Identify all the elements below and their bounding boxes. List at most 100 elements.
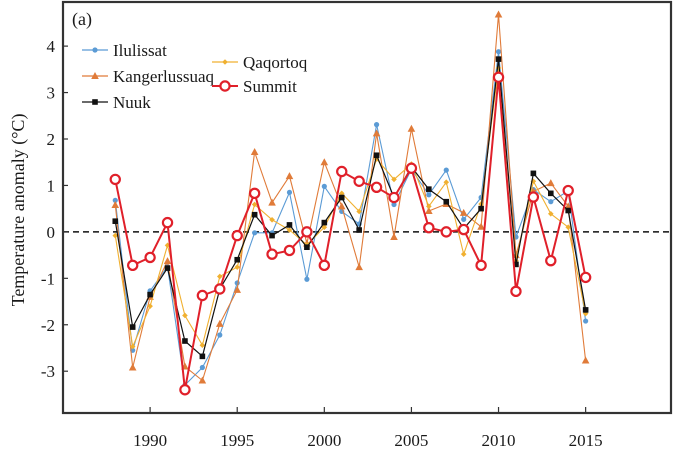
legend-item-ilulissat: Ilulissat [82, 41, 167, 60]
data-point-nuuk-2011 [513, 261, 519, 268]
series-line-summit [114, 76, 587, 391]
data-point-qaqortoq-1998 [286, 227, 293, 233]
data-point-summit-2007 [440, 226, 452, 238]
x-tick-label: 2000 [307, 431, 341, 450]
data-point-summit-2010 [492, 71, 505, 83]
data-point-qaqortoq-1990 [147, 303, 153, 309]
data-point-summit-2009 [475, 259, 487, 272]
data-point-nuuk-1999 [304, 244, 310, 251]
y-tick-label: -2 [41, 316, 55, 335]
data-point-nuuk-2003 [373, 152, 380, 159]
data-point-summit-1991 [161, 216, 174, 229]
series-qaqortoq [112, 65, 589, 350]
data-point-qaqortoq-2015 [582, 310, 589, 317]
data-point-kangerlussuaq-2013 [546, 179, 555, 187]
data-point-summit-2006 [423, 222, 435, 234]
data-point-kangerlussuaq-1998 [285, 172, 294, 180]
series-line-nuuk [114, 58, 587, 357]
data-point-qaqortoq-1994 [216, 273, 223, 280]
y-tick-label: 4 [47, 37, 56, 56]
data-point-kangerlussuaq-2008 [459, 208, 468, 216]
data-point-nuuk-2015 [582, 307, 589, 313]
data-point-ilulissat-2015 [583, 318, 589, 324]
data-point-nuuk-1989 [129, 324, 136, 330]
data-point-nuuk-2014 [565, 207, 572, 214]
data-point-nuuk-1995 [234, 256, 241, 263]
y-tick-label: -1 [41, 269, 55, 288]
y-tick-label: 0 [47, 223, 56, 242]
data-point-qaqortoq-2000 [321, 224, 328, 231]
legend-label: Summit [243, 77, 297, 96]
y-tick-label: 3 [47, 84, 56, 103]
data-point-ilulissat-1995 [234, 280, 240, 286]
data-point-summit-2004 [388, 191, 400, 204]
data-point-ilulissat-1994 [217, 332, 223, 338]
data-point-kangerlussuaq-2015 [581, 356, 590, 364]
legend: Ilulissat Kangerlussuaq Nuuk Qaqortoq Summit [82, 41, 308, 112]
data-point-qaqortoq-1989 [129, 343, 136, 350]
data-point-nuuk-2001 [338, 194, 345, 201]
data-point-kangerlussuaq-1994 [215, 319, 224, 327]
data-point-nuuk-2007 [443, 198, 450, 205]
data-point-ilulissat-2013 [548, 199, 554, 205]
data-point-kangerlussuaq-1997 [268, 198, 276, 206]
x-tick-label: 1995 [220, 431, 254, 450]
data-point-kangerlussuaq-2010 [494, 10, 503, 18]
data-point-kangerlussuaq-2005 [407, 124, 416, 132]
legend-label: Ilulissat [113, 41, 167, 60]
legend-label: Qaqortoq [243, 53, 308, 72]
y-axis: -3 -2 -1 0 1 2 3 4 [41, 37, 68, 381]
data-point-summit-2008 [457, 223, 470, 236]
data-point-ilulissat-1993 [199, 364, 205, 371]
data-point-kangerlussuaq-2009 [477, 222, 485, 230]
data-point-ilulissat-2006 [426, 192, 432, 198]
data-point-nuuk-2002 [356, 227, 362, 233]
plot-area [63, 10, 671, 396]
x-tick-label: 2015 [569, 431, 603, 450]
data-point-qaqortoq-1992 [182, 312, 188, 319]
legend-marker-ilulissat [92, 47, 98, 53]
data-point-kangerlussuaq-1989 [128, 363, 137, 371]
data-point-qaqortoq-1993 [199, 342, 206, 348]
data-point-qaqortoq-2004 [391, 176, 397, 183]
data-point-summit-2000 [318, 259, 331, 272]
data-point-nuuk-1992 [182, 338, 188, 344]
data-point-kangerlussuaq-1993 [198, 376, 207, 384]
data-point-nuuk-1993 [199, 353, 206, 360]
legend-marker-nuuk [92, 99, 98, 105]
data-point-qaqortoq-1996 [251, 201, 258, 208]
data-point-nuuk-1997 [269, 232, 275, 239]
data-point-summit-2003 [370, 181, 383, 193]
data-point-ilulissat-2004 [391, 201, 397, 208]
data-point-summit-2011 [510, 285, 522, 298]
data-point-summit-1995 [231, 229, 243, 242]
series-line-qaqortoq [114, 67, 587, 348]
data-point-nuuk-1996 [251, 211, 258, 218]
y-tick-label: 2 [47, 130, 56, 149]
data-point-summit-2015 [579, 271, 592, 284]
data-point-ilulissat-1998 [286, 189, 293, 196]
data-point-ilulissat-2003 [373, 122, 380, 128]
data-point-summit-1992 [179, 384, 191, 396]
data-point-ilulissat-1988 [112, 197, 118, 203]
data-point-qaqortoq-1988 [112, 232, 119, 239]
y-tick-label: -3 [41, 362, 55, 381]
series-kangerlussuaq [111, 10, 590, 384]
data-point-kangerlussuaq-2003 [372, 129, 381, 137]
legend-item-summit: Summit [212, 77, 297, 96]
data-point-ilulissat-2010 [495, 49, 502, 55]
data-point-qaqortoq-2007 [443, 179, 450, 185]
data-point-kangerlussuaq-2000 [320, 158, 329, 166]
data-point-kangerlussuaq-2001 [337, 202, 346, 210]
data-point-summit-1996 [248, 187, 261, 200]
x-tick-label: 2005 [394, 431, 428, 450]
data-point-qaqortoq-2006 [426, 203, 432, 210]
data-point-summit-1997 [266, 248, 278, 260]
data-point-nuuk-1991 [164, 265, 171, 271]
legend-item-qaqortoq: Qaqortoq [212, 53, 308, 72]
data-point-summit-2001 [336, 165, 348, 178]
series-nuuk [112, 56, 589, 360]
data-point-kangerlussuaq-2006 [425, 206, 433, 214]
data-point-ilulissat-1999 [304, 276, 310, 282]
